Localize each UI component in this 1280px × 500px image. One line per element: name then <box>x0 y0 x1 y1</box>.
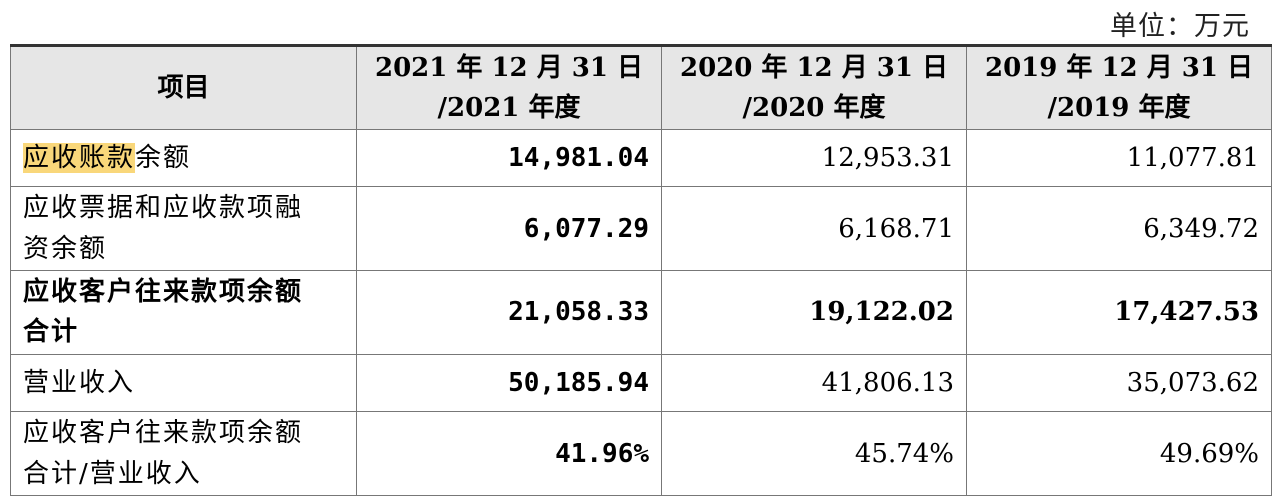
row-label: 营业收入 <box>10 353 357 413</box>
header-item: 项目 <box>10 44 357 130</box>
value-2020: 6,168.71 <box>661 186 967 272</box>
header-2020-line2: /2020 年度 <box>742 93 886 123</box>
header-2019-line1: 2019 年 12 月 31 日 <box>985 52 1253 83</box>
row-label: 应收票据和应收款项融 资余额 <box>10 186 357 272</box>
header-2021-line2: /2021 年度 <box>437 93 581 123</box>
value-2019: 11,077.81 <box>966 128 1272 188</box>
value-2019: 35,073.62 <box>966 353 1272 413</box>
table-row: 应收客户往来款项余额 合计/营业收入 41.96% 45.74% 49.69% <box>10 411 1272 496</box>
table-row: 应收账款余额 14,981.04 12,953.31 11,077.81 <box>10 128 1272 188</box>
header-2020: 2020 年 12 月 31 日 /2020 年度 <box>661 44 967 130</box>
value-2020: 19,122.02 <box>661 270 967 355</box>
table-row: 营业收入 50,185.94 41,806.13 35,073.62 <box>10 353 1272 413</box>
highlighted-text: 应收账款 <box>23 143 136 174</box>
value-2020: 41,806.13 <box>661 353 967 413</box>
row-label: 应收账款余额 <box>10 128 357 188</box>
header-2020-line1: 2020 年 12 月 31 日 <box>680 52 948 83</box>
header-row: 项目 2021 年 12 月 31 日 /2021 年度 2020 年 12 月… <box>10 44 1272 130</box>
header-2021-line1: 2021 年 12 月 31 日 <box>375 52 643 83</box>
row-label: 应收客户往来款项余额 合计/营业收入 <box>10 411 357 496</box>
value-2021: 50,185.94 <box>356 353 662 413</box>
value-2019: 6,349.72 <box>966 186 1272 272</box>
value-2020: 45.74% <box>661 411 967 496</box>
header-2019: 2019 年 12 月 31 日 /2019 年度 <box>966 44 1272 130</box>
unit-label: 单位：万元 <box>1110 11 1250 42</box>
header-2021: 2021 年 12 月 31 日 /2021 年度 <box>356 44 662 130</box>
row-label: 应收客户往来款项余额 合计 <box>10 270 357 355</box>
value-2021: 21,058.33 <box>356 270 662 355</box>
table-row: 应收客户往来款项余额 合计 21,058.33 19,122.02 17,427… <box>10 270 1272 355</box>
value-2019: 49.69% <box>966 411 1272 496</box>
value-2021: 6,077.29 <box>356 186 662 272</box>
financial-table: 项目 2021 年 12 月 31 日 /2021 年度 2020 年 12 月… <box>10 44 1272 496</box>
header-2019-line2: /2019 年度 <box>1047 93 1191 123</box>
table-row: 应收票据和应收款项融 资余额 6,077.29 6,168.71 6,349.7… <box>10 186 1272 272</box>
value-2020: 12,953.31 <box>661 128 967 188</box>
value-2021: 14,981.04 <box>356 128 662 188</box>
value-2021: 41.96% <box>356 411 662 496</box>
value-2019: 17,427.53 <box>966 270 1272 355</box>
